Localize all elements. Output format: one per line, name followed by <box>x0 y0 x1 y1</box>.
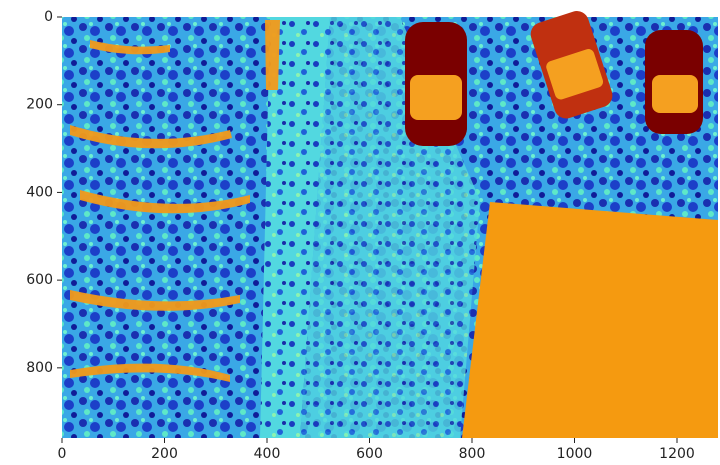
x-tick-label: 600 <box>356 446 383 462</box>
car <box>530 11 613 119</box>
y-tick-label: 200 <box>26 97 53 113</box>
x-tick-label: 1000 <box>557 446 593 462</box>
x-tick-label: 800 <box>459 446 486 462</box>
car <box>405 22 467 146</box>
y-tick-label: 400 <box>26 184 53 200</box>
y-tick-label: 600 <box>26 272 53 288</box>
x-tick-label: 1200 <box>659 446 695 462</box>
y-tick-label: 0 <box>44 9 53 25</box>
x-tick-label: 200 <box>151 446 178 462</box>
image <box>62 11 718 438</box>
x-tick-label: 0 <box>58 446 67 462</box>
y-tick-label: 800 <box>26 360 53 376</box>
x-tick-label: 400 <box>254 446 281 462</box>
car <box>645 30 703 134</box>
axes: 0 200 400 600 800 1000 1200 0 200 400 600 800 <box>26 9 695 462</box>
